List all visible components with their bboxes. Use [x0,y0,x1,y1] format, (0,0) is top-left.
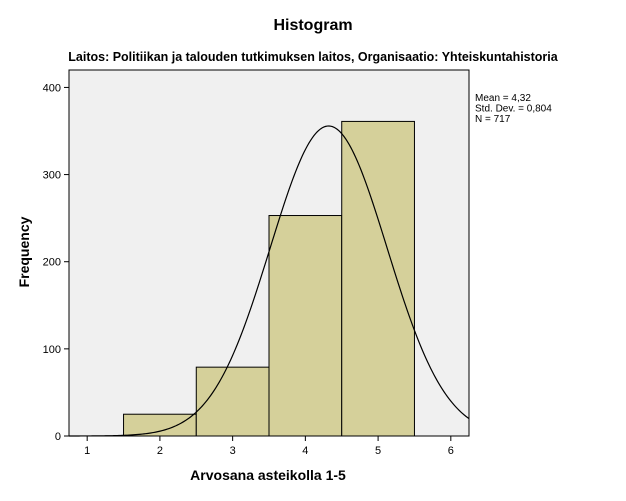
y-tick-label: 100 [43,344,61,356]
histogram-bar-3 [268,215,343,437]
x-axis-label: Arvosana asteikolla 1-5 [190,467,346,483]
x-tick-label: 4 [302,445,308,457]
x-axis: 1 2 3 4 5 6 [84,436,454,457]
y-tick-label: 300 [43,170,61,182]
x-tick-label: 3 [230,445,236,457]
y-tick-label: 0 [55,431,61,443]
y-axis-label: Frequency [16,216,32,287]
x-tick-label: 5 [375,445,381,457]
stat-line: N = 717 [475,114,511,125]
chart-title: Histogram [273,17,352,34]
histogram-bar-4 [341,120,415,437]
histogram-bar-2 [195,366,270,437]
stat-line: Mean = 4,32 [475,93,531,104]
stat-line: Std. Dev. = 0,804 [475,104,552,115]
y-tick-label: 200 [43,257,61,269]
y-axis: 0 100 200 300 400 [43,82,69,443]
bars-group [123,120,415,437]
y-tick-label: 400 [43,82,61,94]
normal-curve [69,125,470,437]
x-tick-label: 2 [157,445,163,457]
x-tick-label: 1 [84,445,90,457]
histogram-bar-1 [123,413,197,437]
x-tick-label: 6 [448,445,454,457]
chart-subtitle: Laitos: Politiikan ja talouden tutkimuks… [68,50,558,64]
